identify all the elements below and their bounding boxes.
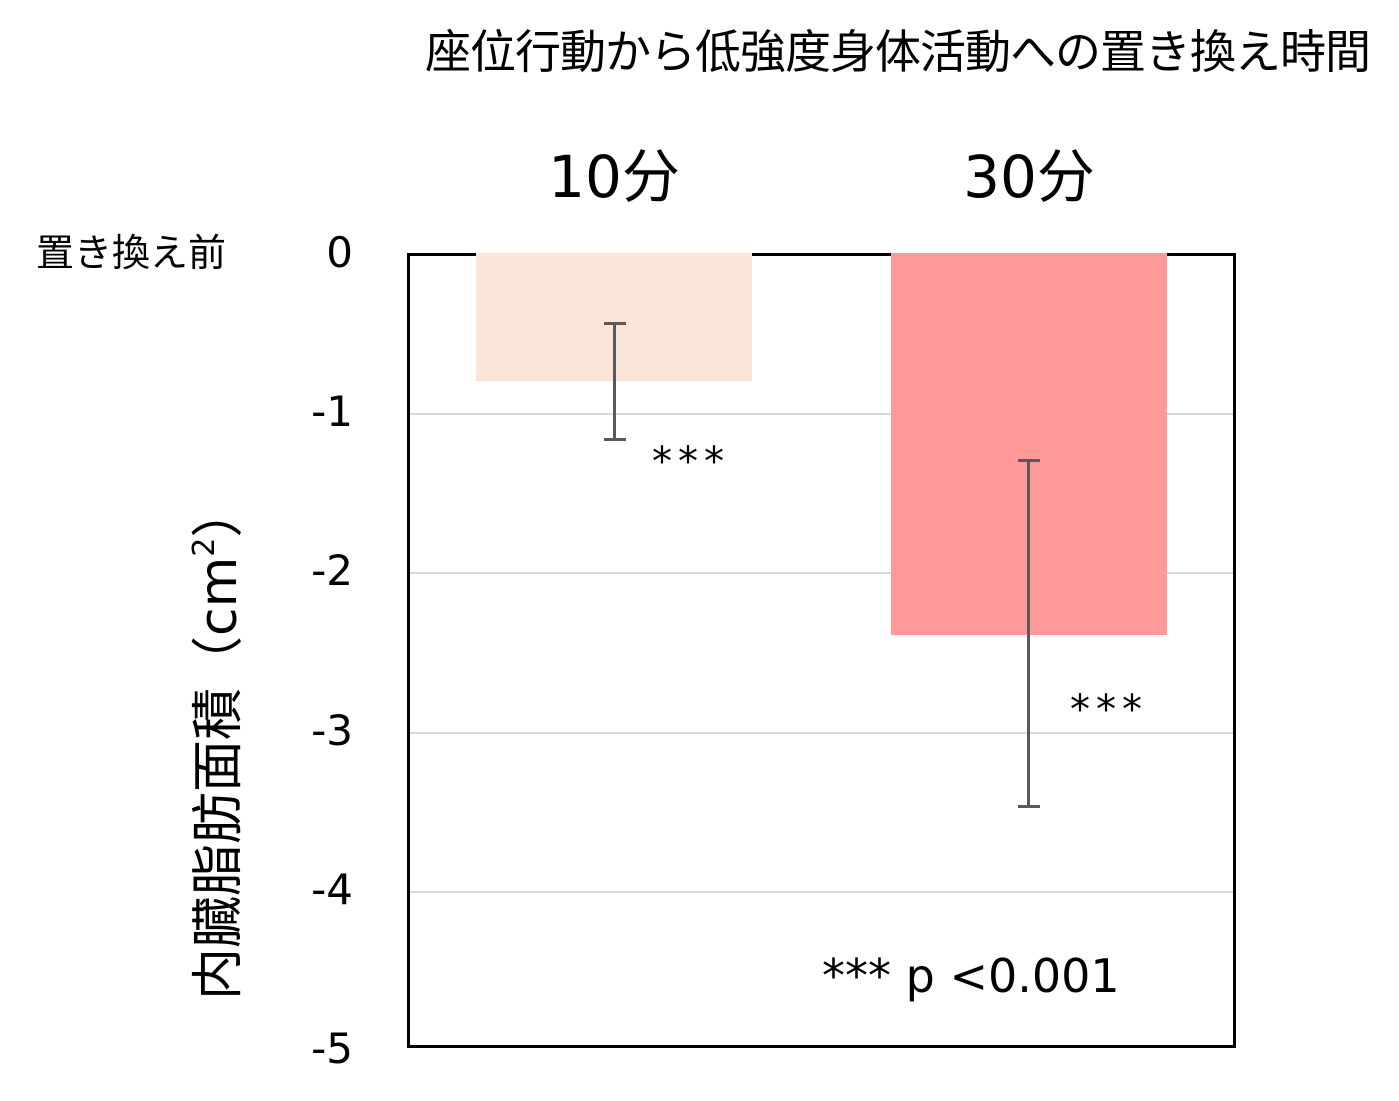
y-tick-0: 0 [326, 228, 353, 277]
significance-marker-30min: *** [1070, 687, 1148, 733]
category-label-10min: 10分 [548, 143, 680, 211]
category-label-30min: 30分 [963, 143, 1095, 211]
error-bar-10min [613, 323, 616, 440]
gridline-minus3 [410, 732, 1233, 734]
y-tick-minus5: -5 [311, 1024, 353, 1073]
y-axis-label-close: ） [189, 485, 249, 538]
y-tick-minus3: -3 [311, 706, 353, 755]
p-value-note: *** p <0.001 [822, 949, 1120, 1003]
y-axis-label: 内臓脂肪面積（cm2） [172, 486, 252, 1000]
baseline-label: 置き換え前 [36, 231, 227, 275]
y-tick-minus1: -1 [311, 387, 353, 436]
error-cap-top-30min [1018, 459, 1040, 462]
error-bar-30min [1027, 460, 1030, 807]
error-cap-top-10min [604, 322, 626, 325]
error-cap-bottom-30min [1018, 805, 1040, 808]
gridline-minus2 [410, 572, 1233, 574]
y-axis-label-text: 内臓脂肪面積（cm [189, 556, 249, 1000]
error-cap-bottom-10min [604, 438, 626, 441]
gridline-minus4 [410, 891, 1233, 893]
y-tick-minus2: -2 [311, 546, 353, 595]
y-tick-minus4: -4 [311, 865, 353, 914]
gridline-minus1 [410, 413, 1233, 415]
chart-title: 座位行動から低強度身体活動への置き換え時間 [425, 25, 1371, 79]
plot-area: *** *** *** p <0.001 [407, 253, 1236, 1048]
significance-marker-10min: *** [652, 439, 730, 485]
y-axis-label-superscript: 2 [187, 537, 222, 557]
